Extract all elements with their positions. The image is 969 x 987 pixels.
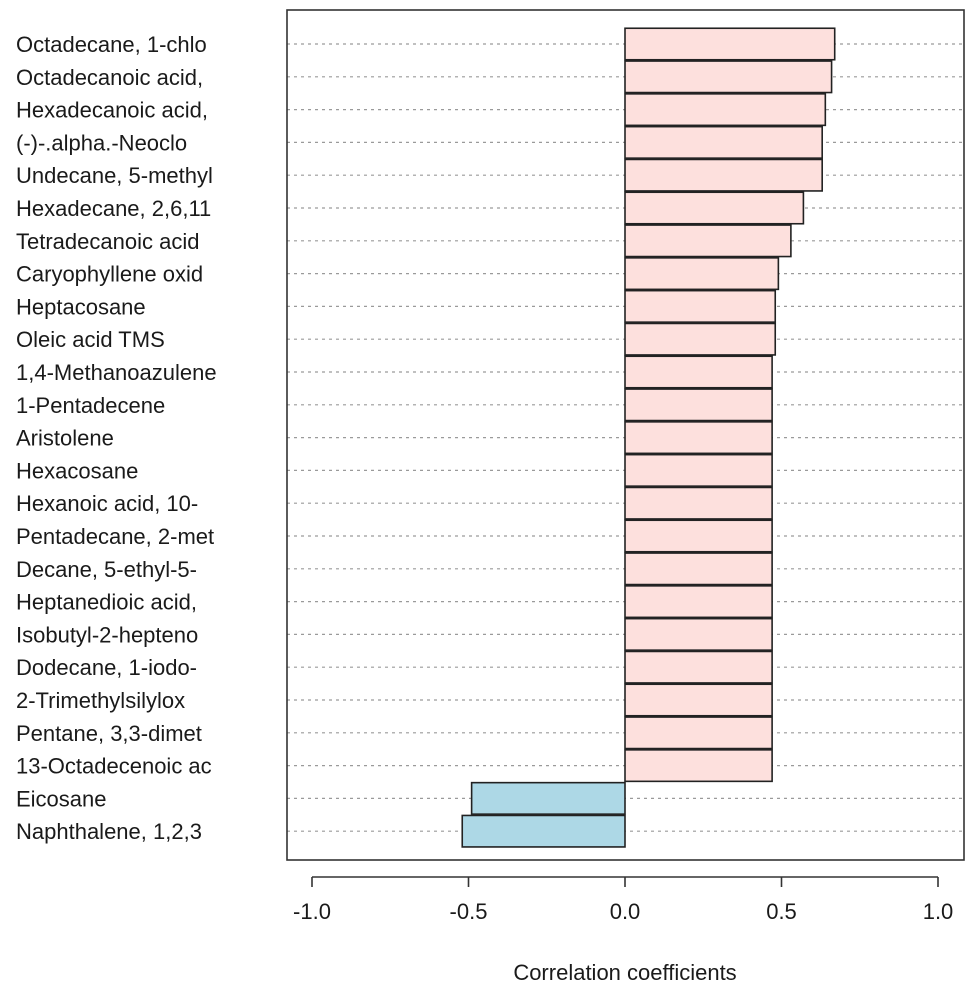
bar [624, 519, 773, 553]
category-label: 13-Octadecenoic ac [16, 754, 212, 779]
bar [624, 322, 777, 356]
bar [624, 93, 827, 127]
bars [461, 27, 836, 848]
bar [624, 552, 773, 586]
category-label: Octadecane, 1-chlo [16, 32, 207, 57]
bar [624, 125, 823, 159]
bar [624, 191, 805, 225]
category-label: Hexacosane [16, 458, 138, 483]
bar [624, 486, 773, 520]
category-label: Eicosane [16, 786, 107, 811]
category-label: Isobutyl-2-hepteno [16, 622, 198, 647]
bar [624, 585, 773, 619]
bar [624, 749, 773, 783]
category-label: Hexanoic acid, 10- [16, 491, 198, 516]
category-label: Naphthalene, 1,2,3 [16, 819, 202, 844]
x-axis-label: Correlation coefficients [513, 960, 736, 985]
category-label: Pentane, 3,3-dimet [16, 721, 202, 746]
category-label: 1,4-Methanoazulene [16, 360, 217, 385]
category-label: 1-Pentadecene [16, 393, 165, 418]
bar [624, 421, 773, 455]
bar [624, 617, 773, 651]
bar [624, 650, 773, 684]
bar [624, 453, 773, 487]
category-label: Pentadecane, 2-met [16, 524, 214, 549]
bar [624, 388, 773, 422]
category-label: Hexadecane, 2,6,11 [16, 196, 211, 221]
category-label: Undecane, 5-methyl [16, 163, 213, 188]
bar [624, 27, 836, 61]
plot-frame [286, 9, 965, 861]
category-label: 2-Trimethylsilylox [16, 688, 185, 713]
category-label: Heptanedioic acid, [16, 590, 197, 615]
category-label: Oleic acid TMS [16, 327, 165, 352]
category-labels: Octadecane, 1-chlo Octadecanoic acid, Hexa… [16, 32, 217, 844]
bar [624, 257, 780, 291]
bar [624, 60, 833, 94]
category-label: Hexadecanoic acid, [16, 98, 208, 123]
bar [624, 355, 773, 389]
bar [461, 814, 626, 848]
category-label: Caryophyllene oxid [16, 262, 203, 287]
x-axis: -1.0 -0.5 0.0 0.5 1.0 [293, 876, 954, 924]
bar [624, 289, 777, 323]
bar [624, 224, 792, 258]
x-tick-label: 0.5 [766, 899, 797, 924]
x-tick-label: 0.0 [610, 899, 641, 924]
category-label: Tetradecanoic acid [16, 229, 199, 254]
category-label: (-)-.alpha.-Neoclo [16, 130, 187, 155]
bar [624, 158, 823, 192]
bar [624, 683, 773, 717]
x-tick-label: -1.0 [293, 899, 331, 924]
bar [470, 781, 626, 815]
x-tick-label: 1.0 [923, 899, 954, 924]
category-label: Dodecane, 1-iodo- [16, 655, 197, 680]
bar [624, 716, 773, 750]
x-tick-label: -0.5 [450, 899, 488, 924]
category-label: Octadecanoic acid, [16, 65, 203, 90]
category-label: Decane, 5-ethyl-5- [16, 557, 197, 582]
category-label: Heptacosane [16, 294, 146, 319]
category-label: Aristolene [16, 426, 114, 451]
